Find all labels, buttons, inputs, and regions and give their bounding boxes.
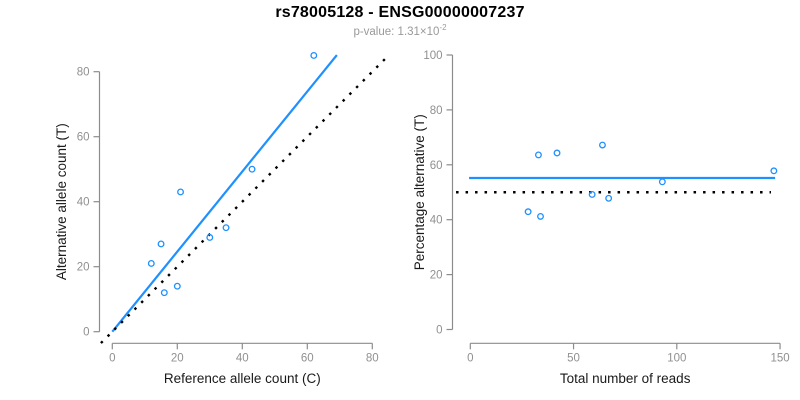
x-tick-label: 80: [366, 352, 379, 364]
data-point: [605, 194, 613, 202]
data-point: [770, 167, 778, 175]
data-point: [147, 260, 155, 267]
x-tick-label: 0: [109, 352, 115, 364]
x-tick-label: 100: [667, 352, 686, 364]
y-tick-label: 80: [77, 67, 90, 79]
x-tick-label: 20: [171, 352, 184, 364]
data-point: [534, 151, 542, 159]
allele-counts-scatter: 0 20 40 60 80 0 20 40 60 80 Reference allele count…: [54, 52, 390, 386]
data-point: [553, 149, 561, 157]
fit-line: [111, 54, 338, 333]
y-tick-label: 80: [430, 105, 443, 117]
data-point: [599, 141, 606, 149]
data-point: [173, 282, 181, 290]
data-point: [206, 233, 214, 241]
data-point: [177, 188, 184, 196]
y-tick-label: 100: [423, 50, 442, 62]
y-tick-label: 40: [430, 215, 443, 227]
y-tick-label: 0: [436, 325, 442, 337]
data-point: [222, 224, 230, 232]
y-tick-label: 60: [430, 160, 443, 172]
data-point: [157, 240, 165, 248]
y-tick-label: 20: [430, 270, 443, 282]
y-axis-title: Percentage alternative (T): [412, 114, 427, 270]
y-tick-label: 60: [77, 132, 90, 144]
data-point: [248, 165, 256, 173]
data-point: [658, 178, 666, 186]
data-point: [310, 52, 318, 59]
x-tick-label: 0: [467, 352, 473, 364]
y-tick-label: 0: [83, 327, 89, 339]
x-tick-label: 50: [567, 352, 580, 364]
data-point: [524, 208, 532, 216]
x-tick-label: 40: [236, 352, 249, 364]
identity-line: [100, 54, 390, 344]
data-point: [160, 289, 168, 297]
x-axis-title: Total number of reads: [560, 371, 691, 386]
x-axis-title: Reference allele count (C): [164, 371, 321, 386]
y-axis-title: Alternative allele count (T): [54, 123, 69, 280]
y-tick-label: 20: [77, 262, 90, 274]
data-point: [588, 190, 596, 198]
x-tick-label: 150: [770, 352, 789, 364]
data-point: [537, 212, 544, 220]
x-tick-label: 60: [301, 352, 314, 364]
percentage-scatter: 0 50 100 150 0 20 40 60 80 100 Total number of rea…: [412, 50, 790, 386]
y-tick-label: 40: [77, 197, 90, 209]
